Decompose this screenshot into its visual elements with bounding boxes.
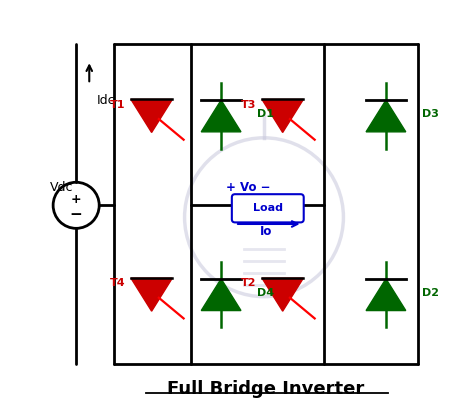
Text: Io: Io [259, 224, 272, 238]
Text: D3: D3 [422, 109, 438, 119]
Text: T4: T4 [109, 278, 125, 288]
Text: T3: T3 [241, 100, 256, 110]
Polygon shape [366, 100, 406, 132]
Text: T2: T2 [241, 278, 256, 288]
Text: Vdc: Vdc [50, 181, 73, 194]
Text: D2: D2 [422, 288, 438, 298]
FancyBboxPatch shape [232, 194, 304, 222]
Text: +: + [71, 193, 82, 206]
Polygon shape [262, 278, 303, 311]
Polygon shape [366, 279, 406, 311]
Text: D4: D4 [257, 288, 274, 298]
Text: Load: Load [253, 203, 283, 213]
Text: D1: D1 [257, 109, 274, 119]
Polygon shape [131, 278, 172, 311]
Polygon shape [201, 100, 241, 132]
Text: −: − [70, 207, 82, 222]
Text: Idc: Idc [97, 93, 116, 106]
Polygon shape [262, 100, 303, 133]
Text: + Vo −: + Vo − [226, 181, 270, 194]
Polygon shape [201, 279, 241, 311]
Polygon shape [131, 100, 172, 133]
Text: Full Bridge Inverter: Full Bridge Inverter [167, 380, 364, 398]
Text: T1: T1 [110, 100, 125, 110]
